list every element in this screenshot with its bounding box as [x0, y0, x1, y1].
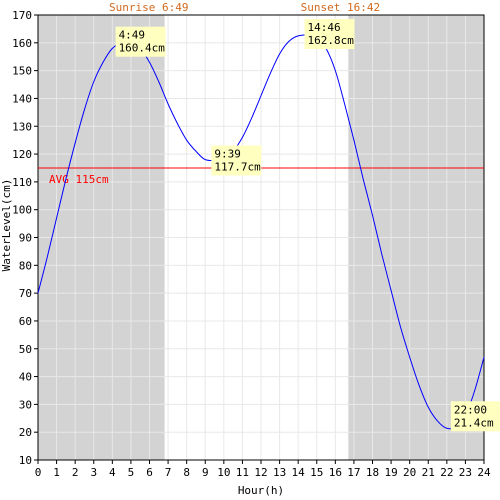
x-tick-label: 18 — [366, 466, 379, 479]
average-label: AVG 115cm — [49, 173, 109, 186]
x-tick-label: 19 — [384, 466, 397, 479]
y-tick-label: 160 — [12, 37, 32, 50]
x-tick-label: 5 — [128, 466, 135, 479]
x-tick-label: 15 — [310, 466, 323, 479]
extremum-label-box — [115, 26, 166, 57]
x-tick-label: 1 — [53, 466, 60, 479]
extremum-value: 21.4cm — [454, 416, 494, 429]
extremum-time: 22:00 — [454, 403, 487, 416]
extremum-value: 117.7cm — [214, 160, 261, 173]
x-tick-label: 24 — [477, 466, 491, 479]
x-tick-label: 20 — [403, 466, 416, 479]
x-tick-label: 7 — [165, 466, 172, 479]
x-tick-label: 16 — [329, 466, 342, 479]
y-tick-label: 30 — [19, 398, 32, 411]
y-axis-label: WaterLevel(cm) — [0, 179, 13, 272]
y-tick-label: 170 — [12, 9, 32, 22]
extremum-label-box — [450, 401, 500, 432]
extremum-time: 4:49 — [119, 29, 145, 42]
x-tick-label: 22 — [440, 466, 453, 479]
y-tick-label: 100 — [12, 204, 32, 217]
y-tick-label: 120 — [12, 148, 32, 161]
x-tick-label: 0 — [35, 466, 42, 479]
y-tick-label: 10 — [19, 454, 32, 467]
x-tick-label: 6 — [146, 466, 153, 479]
sunset-label: Sunset 16:42 — [301, 1, 380, 14]
x-tick-label: 11 — [236, 466, 249, 479]
extremum-label-box — [304, 19, 355, 50]
y-tick-label: 60 — [19, 315, 32, 328]
y-tick-label: 110 — [12, 176, 32, 189]
x-tick-label: 4 — [109, 466, 116, 479]
x-axis-ticks: 0 1 2 3 4 5 6 7 8 9 10 11 12 13 14 15 16 17 18 19 20 21 22 23 24 — [35, 460, 491, 479]
x-tick-label: 3 — [90, 466, 97, 479]
x-tick-label: 17 — [347, 466, 360, 479]
x-tick-label: 2 — [72, 466, 79, 479]
extremum-time: 9:39 — [214, 147, 241, 160]
x-tick-label: 10 — [217, 466, 230, 479]
y-tick-label: 130 — [12, 120, 32, 133]
tide-series-line — [37, 34, 485, 430]
extremum-value: 160.4cm — [119, 42, 166, 55]
extremum-time: 14:46 — [307, 21, 340, 34]
x-tick-label: 13 — [273, 466, 286, 479]
y-tick-label: 150 — [12, 65, 32, 78]
y-tick-label: 140 — [12, 92, 32, 105]
x-tick-label: 12 — [254, 466, 267, 479]
x-tick-label: 23 — [459, 466, 472, 479]
x-tick-label: 14 — [292, 466, 306, 479]
y-tick-label: 80 — [19, 259, 32, 272]
x-tick-label: 9 — [202, 466, 209, 479]
y-tick-label: 90 — [19, 232, 32, 245]
y-tick-label: 50 — [19, 343, 32, 356]
extremum-value: 162.8cm — [307, 34, 354, 47]
x-tick-label: 21 — [422, 466, 435, 479]
y-tick-label: 70 — [19, 287, 32, 300]
x-axis-label: Hour(h) — [238, 484, 284, 497]
x-tick-label: 8 — [183, 466, 190, 479]
extremum-label-box — [211, 145, 262, 176]
sunrise-label: Sunrise 6:49 — [109, 1, 188, 14]
y-tick-label: 20 — [19, 426, 32, 439]
y-axis-ticks: 10 20 30 40 50 60 70 80 90 100 110 120 130 140 150 160 1… — [12, 9, 38, 467]
y-tick-label: 40 — [19, 371, 32, 384]
